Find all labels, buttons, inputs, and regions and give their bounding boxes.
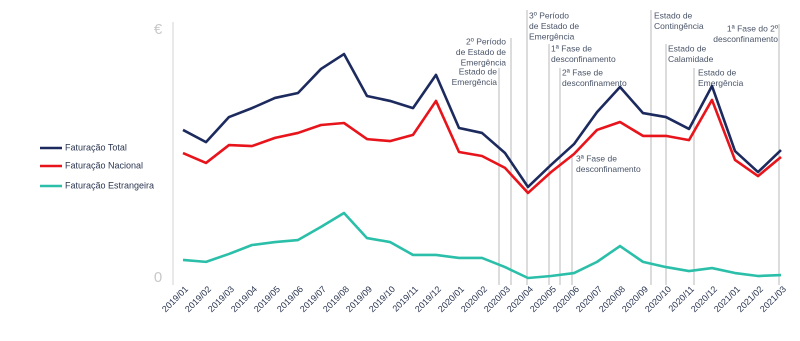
y-tick-label: 0 <box>154 269 162 286</box>
annotation-text: 3º Período <box>529 10 569 20</box>
annotation-text: Estado de <box>698 67 737 77</box>
annotation-text: desconfinamento <box>713 34 778 44</box>
annotation-text: Emergência <box>529 31 575 41</box>
annotation-text: Emergência <box>698 78 744 88</box>
series-line <box>182 211 782 280</box>
annotation-text: desconfinamento <box>576 164 641 174</box>
legend-label: Faturação Estrangeira <box>65 180 154 190</box>
annotation-text: Calamidade <box>668 54 714 64</box>
annotation-text: 3ª Fase de <box>576 153 617 163</box>
series-line <box>182 98 782 195</box>
annotation-text: Emergência <box>461 57 507 67</box>
annotation-text: desconfinamento <box>551 54 616 64</box>
annotation-text: 1ª Fase do 2º <box>727 23 778 33</box>
series-line <box>182 52 782 189</box>
annotation-text: desconfinamento <box>562 78 627 88</box>
annotation-text: Emergência <box>452 77 498 87</box>
y-tick-label: € <box>154 21 163 38</box>
legend-label: Faturação Nacional <box>65 160 143 170</box>
annotation-text: 2ª Fase de <box>562 67 603 77</box>
annotation-text: de Estado de <box>456 47 506 57</box>
annotation-text: 1ª Fase de <box>551 43 592 53</box>
legend-label: Faturação Total <box>65 142 127 152</box>
annotation-text: Estado de <box>668 43 707 53</box>
annotation-text: de Estado de <box>529 21 579 31</box>
annotation-text: Contingência <box>654 21 704 31</box>
annotation-text: Estado de <box>459 66 498 76</box>
annotation-text: Estado de <box>654 10 693 20</box>
annotation-text: 2º Período <box>466 36 506 46</box>
